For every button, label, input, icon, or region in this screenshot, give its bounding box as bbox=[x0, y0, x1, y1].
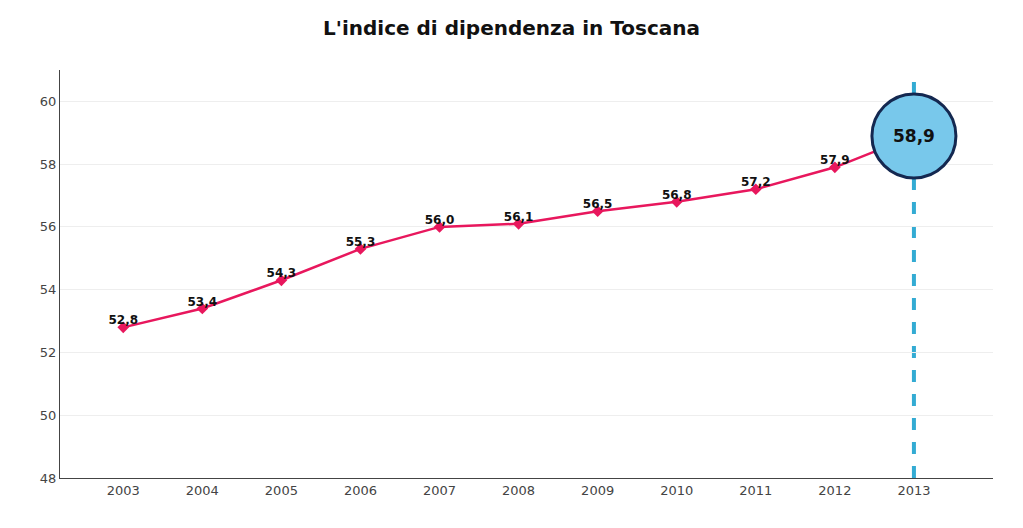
svg-text:2004: 2004 bbox=[186, 483, 219, 498]
svg-text:2008: 2008 bbox=[502, 483, 535, 498]
svg-text:58,9: 58,9 bbox=[893, 126, 935, 146]
svg-text:54,3: 54,3 bbox=[267, 266, 297, 280]
svg-text:52,8: 52,8 bbox=[108, 313, 138, 327]
svg-text:52: 52 bbox=[40, 345, 57, 360]
svg-text:57,9: 57,9 bbox=[820, 153, 850, 167]
svg-text:54: 54 bbox=[40, 282, 57, 297]
svg-text:L'indice di dipendenza in Tosc: L'indice di dipendenza in Toscana bbox=[323, 16, 700, 40]
svg-text:48: 48 bbox=[40, 471, 57, 486]
svg-text:56,0: 56,0 bbox=[425, 213, 455, 227]
svg-text:2009: 2009 bbox=[581, 483, 614, 498]
svg-text:2012: 2012 bbox=[818, 483, 851, 498]
svg-text:57,2: 57,2 bbox=[741, 175, 771, 189]
svg-text:56,5: 56,5 bbox=[583, 197, 613, 211]
svg-text:53,4: 53,4 bbox=[188, 295, 218, 309]
svg-text:2013: 2013 bbox=[897, 483, 930, 498]
svg-text:56: 56 bbox=[40, 219, 57, 234]
svg-text:2011: 2011 bbox=[739, 483, 772, 498]
svg-text:56,8: 56,8 bbox=[662, 188, 692, 202]
svg-text:56,1: 56,1 bbox=[504, 210, 534, 224]
svg-text:2003: 2003 bbox=[107, 483, 140, 498]
svg-text:58: 58 bbox=[40, 157, 57, 172]
svg-text:60: 60 bbox=[40, 94, 57, 109]
svg-text:2006: 2006 bbox=[344, 483, 377, 498]
svg-text:55,3: 55,3 bbox=[346, 235, 376, 249]
svg-text:2010: 2010 bbox=[660, 483, 693, 498]
svg-text:2007: 2007 bbox=[423, 483, 456, 498]
svg-text:50: 50 bbox=[40, 408, 57, 423]
svg-text:2005: 2005 bbox=[265, 483, 298, 498]
